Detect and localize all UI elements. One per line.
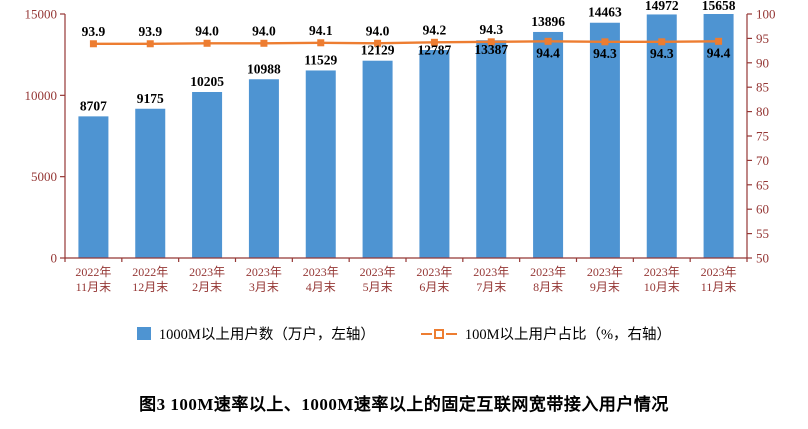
svg-text:10000: 10000 bbox=[25, 88, 58, 103]
svg-text:100: 100 bbox=[756, 7, 776, 22]
svg-text:12129: 12129 bbox=[361, 43, 395, 58]
svg-text:94.3: 94.3 bbox=[479, 22, 503, 37]
svg-text:50: 50 bbox=[756, 251, 769, 266]
legend-item-line-series: 100M以上用户占比（%，右轴） bbox=[420, 323, 672, 344]
svg-text:94.3: 94.3 bbox=[593, 46, 617, 61]
svg-text:93.9: 93.9 bbox=[82, 24, 106, 39]
square-marker-icon bbox=[433, 328, 444, 339]
svg-text:0: 0 bbox=[51, 251, 58, 266]
legend-label-bar-series: 1000M以上用户数（万户，左轴） bbox=[158, 327, 375, 343]
svg-text:13896: 13896 bbox=[531, 14, 565, 29]
svg-text:94.0: 94.0 bbox=[252, 23, 276, 38]
svg-text:65: 65 bbox=[756, 177, 769, 192]
svg-text:14463: 14463 bbox=[588, 5, 622, 20]
svg-text:10205: 10205 bbox=[190, 74, 224, 89]
svg-text:94.2: 94.2 bbox=[423, 22, 447, 37]
svg-text:11529: 11529 bbox=[304, 52, 337, 67]
svg-text:85: 85 bbox=[756, 80, 769, 95]
svg-text:9175: 9175 bbox=[137, 91, 164, 106]
combo-chart: 0 5000 10000 15000 50 55 60 65 70 75 80 85 90 95 100 20… bbox=[25, 0, 776, 294]
svg-text:8707: 8707 bbox=[80, 98, 107, 113]
svg-text:60: 60 bbox=[756, 202, 769, 217]
svg-text:14972: 14972 bbox=[645, 0, 679, 13]
svg-text:13387: 13387 bbox=[474, 42, 508, 57]
svg-text:95: 95 bbox=[756, 31, 769, 46]
chart-legend: 1000M以上用户数（万户，左轴） 100M以上用户占比（%，右轴） bbox=[0, 323, 808, 344]
svg-text:15658: 15658 bbox=[702, 0, 736, 13]
figure-caption: 图3 100M速率以上、1000M速率以上的固定互联网宽带接入用户情况 bbox=[139, 395, 669, 414]
line-swatch-icon bbox=[420, 328, 457, 339]
svg-text:10988: 10988 bbox=[247, 61, 281, 76]
svg-text:70: 70 bbox=[756, 153, 769, 168]
dash-segment-icon bbox=[420, 332, 432, 335]
svg-text:94.3: 94.3 bbox=[650, 46, 674, 61]
svg-text:75: 75 bbox=[756, 129, 769, 144]
svg-text:93.9: 93.9 bbox=[138, 24, 162, 39]
svg-text:55: 55 bbox=[756, 226, 769, 241]
svg-text:80: 80 bbox=[756, 104, 769, 119]
svg-text:5000: 5000 bbox=[31, 169, 57, 184]
svg-text:90: 90 bbox=[756, 55, 769, 70]
legend-label-line-series: 100M以上用户占比（%，右轴） bbox=[464, 327, 672, 343]
svg-text:94.1: 94.1 bbox=[309, 23, 333, 38]
legend-item-bar-series: 1000M以上用户数（万户，左轴） bbox=[136, 323, 375, 344]
svg-text:94.0: 94.0 bbox=[195, 23, 219, 38]
svg-text:94.0: 94.0 bbox=[366, 23, 390, 38]
svg-text:94.4: 94.4 bbox=[707, 45, 731, 60]
svg-text:15000: 15000 bbox=[25, 7, 58, 22]
dash-segment-icon bbox=[445, 332, 457, 335]
bar-swatch-icon bbox=[136, 327, 151, 340]
svg-text:12787: 12787 bbox=[418, 42, 452, 57]
svg-text:94.4: 94.4 bbox=[536, 45, 560, 60]
